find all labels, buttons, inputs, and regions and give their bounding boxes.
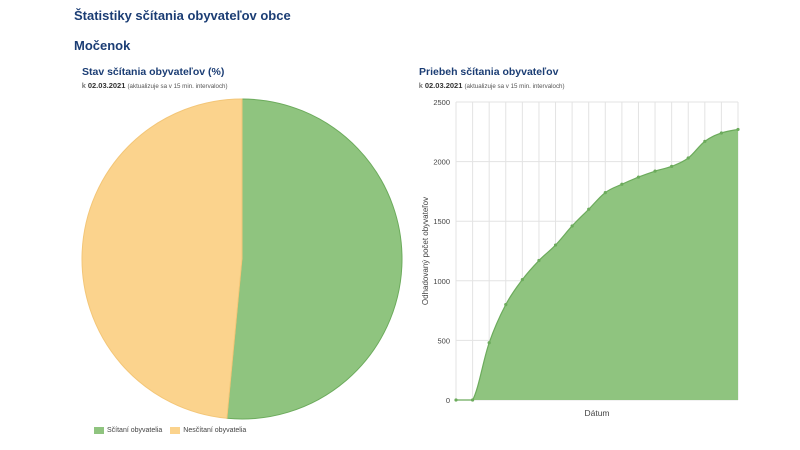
data-point[interactable] [736,127,740,132]
line-chart-subtitle: k 02.03.2021 (aktualizuje sa v 15 min. i… [419,81,565,90]
x-axis-label: Dátum [584,408,609,418]
data-point[interactable] [553,243,558,247]
legend-swatch-not-counted [170,427,181,434]
data-point[interactable] [620,182,624,186]
legend-label-not-counted: Nesčítaní obyvatelia [183,427,247,434]
line-sub-prefix: k [419,81,423,90]
line-chart-title: Priebeh sčítania obyvateľov [419,66,559,78]
data-point[interactable] [703,139,707,143]
data-point[interactable] [570,224,574,228]
y-tick-label: 1500 [433,217,450,226]
data-point[interactable] [470,398,475,402]
data-point[interactable] [587,207,591,211]
series-line [455,128,739,401]
y-tick-label: 2500 [433,98,450,107]
pie-sub-date: 02.03.2021 [87,81,126,90]
legend-item-not-counted[interactable]: Nesčítaní obyvatelia [170,427,246,434]
data-point[interactable] [653,169,657,173]
legend-label-counted: Sčítaní obyvatelia [107,427,163,434]
line-sub-date: 02.03.2021 [424,81,463,90]
data-point[interactable] [670,164,674,168]
data-point[interactable] [537,258,541,263]
pie-chart-subtitle: k 02.03.2021 (aktualizuje sa v 15 min. i… [82,81,228,90]
y-tick-label: 0 [446,396,450,405]
legend-swatch-counted [94,427,104,434]
pie-sub-prefix: k [82,81,86,90]
y-tick-label: 2000 [433,158,450,167]
area-chart: 0 500 1000 1500 2000 2500 Dátum Odhadovaný poče… [421,98,740,418]
pie-slice-counted[interactable] [226,98,403,420]
pie-chart [81,98,403,420]
pie-legend: Sčítaní obyvatelia Nesčítaní obyvatelia [94,427,246,434]
data-point[interactable] [719,131,724,135]
pie-slice-not-counted[interactable] [81,98,243,419]
data-point[interactable] [520,278,524,282]
data-point[interactable] [686,156,690,160]
pie-chart-title: Stav sčítania obyvateľov (%) [82,66,225,78]
y-tick-label: 1000 [433,277,450,286]
data-point[interactable] [487,341,491,345]
page-title: Štatistiky sčítania obyvateľov obce [74,8,291,23]
data-point[interactable] [454,398,458,402]
data-point[interactable] [504,303,508,307]
line-sub-note: (aktualizuje sa v 15 min. intervaloch) [464,83,565,90]
legend-item-counted[interactable]: Sčítaní obyvatelia [94,427,162,434]
town-name: Močenok [74,38,131,53]
pie-sub-note: (aktualizuje sa v 15 min. intervaloch) [127,83,228,90]
data-point[interactable] [603,190,607,195]
data-point[interactable] [636,175,641,179]
area-fill [456,129,738,400]
y-axis-label: Odhadovaný počet obyvateľov [421,197,430,305]
y-tick-label: 500 [437,336,450,345]
